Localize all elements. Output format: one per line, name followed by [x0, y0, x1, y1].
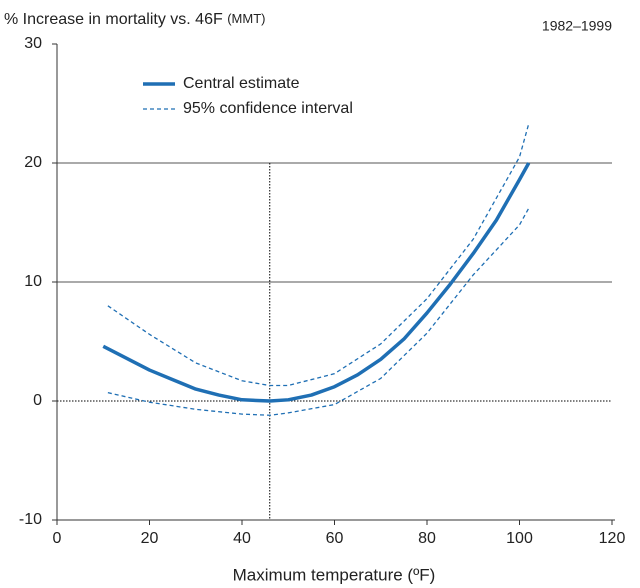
series-line	[102, 162, 531, 403]
x-tick-label: 20	[141, 530, 159, 547]
chart-title: % Increase in mortality vs. 46F (MMT)	[4, 11, 265, 28]
legend-label: 95% confidence interval	[183, 100, 353, 117]
x-tick-label: 60	[326, 530, 344, 547]
y-tick-label: 10	[24, 273, 42, 290]
ci-line-upper	[107, 123, 530, 387]
legend-label: Central estimate	[183, 75, 300, 92]
x-tick-label: 120	[599, 530, 626, 547]
x-tick-label: 100	[506, 530, 533, 547]
x-tick-label: 0	[53, 530, 62, 547]
title-main: % Increase in mortality vs. 46F	[4, 11, 223, 28]
x-axis-label: Maximum temperature (ºF)	[233, 565, 436, 584]
y-tick-label: 20	[24, 154, 42, 171]
x-tick-label: 80	[418, 530, 436, 547]
ci-line-lower	[107, 207, 530, 416]
title-note: (MMT)	[227, 11, 265, 26]
y-tick-label: 30	[24, 35, 42, 52]
chart-subtitle: 1982–1999	[542, 18, 612, 34]
x-tick-label: 40	[233, 530, 251, 547]
y-tick-label: 0	[33, 392, 42, 409]
y-tick-label: -10	[19, 511, 42, 528]
